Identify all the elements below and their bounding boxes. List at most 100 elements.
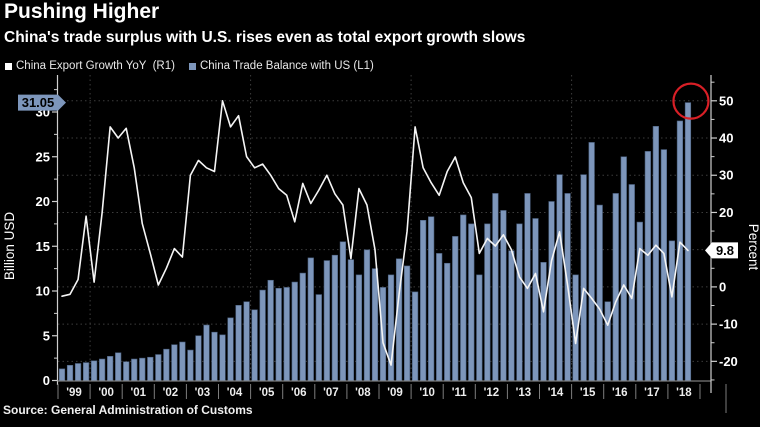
trade-balance-bar [371,268,379,381]
trade-balance-bar [123,361,130,381]
year-label: '00 [98,387,114,399]
source-note: Source: General Administration of Custom… [3,403,253,417]
right-callout-value: 9.8 [716,243,734,258]
right-axis-title: Percent [746,224,760,271]
left-tick-label: 5 [43,328,50,343]
trade-balance-bar [283,287,290,381]
trade-balance-bar [131,358,138,381]
trade-balance-bar [331,254,338,381]
right-tick-label: 20 [719,205,733,220]
trade-balance-bar [243,301,250,381]
year-label: '13 [516,387,532,399]
right-tick-label: 30 [719,168,733,183]
left-tick-label: 25 [36,149,50,164]
right-callout-bubble [705,242,738,259]
trade-balance-bar [91,360,98,381]
trade-balance-bar [596,204,603,381]
year-label: '18 [676,387,692,399]
trade-balance-bar [211,331,218,381]
right-tick-label: 0 [719,279,726,294]
trade-balance-bar [444,262,451,381]
trade-balance-bar [468,223,475,381]
trade-balance-bar [492,193,499,381]
trade-balance-bar [516,223,523,381]
trade-balance-bar [604,301,611,381]
trade-balance-bar [163,348,170,381]
year-label: '12 [484,387,500,399]
trade-balance-bar [251,309,258,381]
trade-balance-bar [307,257,314,381]
trade-balance-bar [115,352,122,381]
trade-balance-bar [452,236,459,381]
legend-item-export-growth: China Export Growth YoY (R1) [5,60,175,72]
right-tick-label: 50 [719,93,733,108]
year-label: '02 [163,387,179,399]
left-tick-label: 0 [43,373,50,388]
trade-balance-bar [179,341,186,381]
trade-balance-bar [139,357,146,381]
x-axis-labels: '99 '00 '01 '02 '03 '04 '05 '06 '07 '08 '09 '10 '11 '… [57,384,727,413]
right-tick-label: -20 [719,354,738,369]
trade-balance-bar [668,240,676,381]
trade-balance-bar [219,334,226,381]
legend-swatch-bar-series [188,62,196,70]
trade-balance-bar [436,253,443,381]
trade-balance-bar [323,260,330,381]
trade-balance-bar [612,193,619,381]
trade-balance-bar [187,349,194,381]
year-label: '16 [612,387,628,399]
year-label: '03 [195,387,211,399]
year-label: '04 [227,387,243,399]
trade-balance-bar [644,151,651,381]
trade-balance-bar [267,279,274,381]
year-label: '15 [580,387,596,399]
trade-balance-bar [355,274,363,381]
legend-label-export-growth: China Export Growth YoY (R1) [16,60,175,72]
left-tick-label: 15 [36,239,50,254]
chart-subtitle: China's trade surplus with U.S. rises ev… [4,29,526,46]
trade-balance-bar [99,358,106,381]
trade-balance-bar [259,289,266,381]
year-label: '09 [387,387,403,399]
trade-balance-bars [58,102,692,381]
year-label: '07 [323,387,339,399]
year-label: '06 [291,387,307,399]
trade-balance-bar [66,364,74,381]
trade-balance-bar [291,281,298,381]
trade-balance-bar [107,356,114,381]
trade-balance-bar [74,363,82,381]
record-high-circle-annotation [672,82,710,120]
trade-balance-bar [235,305,242,381]
trade-balance-bar [363,249,371,381]
trade-balance-bar [403,265,411,381]
trade-balance-bar [532,218,539,381]
year-label: '11 [452,387,467,399]
legend: China Export Growth YoY (R1) China Trade… [5,60,388,72]
year-label: '14 [548,387,564,399]
trade-balance-bar [275,288,282,381]
right-tick-label: 40 [719,131,733,146]
year-label: '99 [66,387,82,399]
trade-balance-bar [82,362,90,381]
left-value-callout: 31.05 [18,94,66,111]
trade-balance-bar [548,201,555,381]
trade-balance-bar [195,335,202,381]
chart-title: Pushing Higher [4,0,160,23]
year-label: '01 [130,387,146,399]
trade-balance-bar [412,291,419,381]
trade-balance-bar [636,221,643,381]
trade-balance-bar [580,174,587,381]
trade-balance-bar [484,223,491,381]
trade-balance-bar [420,219,427,381]
trade-balance-bar [315,294,322,381]
right-value-callout: 9.8 [705,242,738,259]
trade-balance-bar [556,174,563,381]
trade-balance-bar [508,250,515,381]
year-label: '05 [259,387,275,399]
legend-swatch-line-series [5,62,12,70]
trade-balance-bar [588,142,595,381]
trade-balance-bar [227,317,234,381]
